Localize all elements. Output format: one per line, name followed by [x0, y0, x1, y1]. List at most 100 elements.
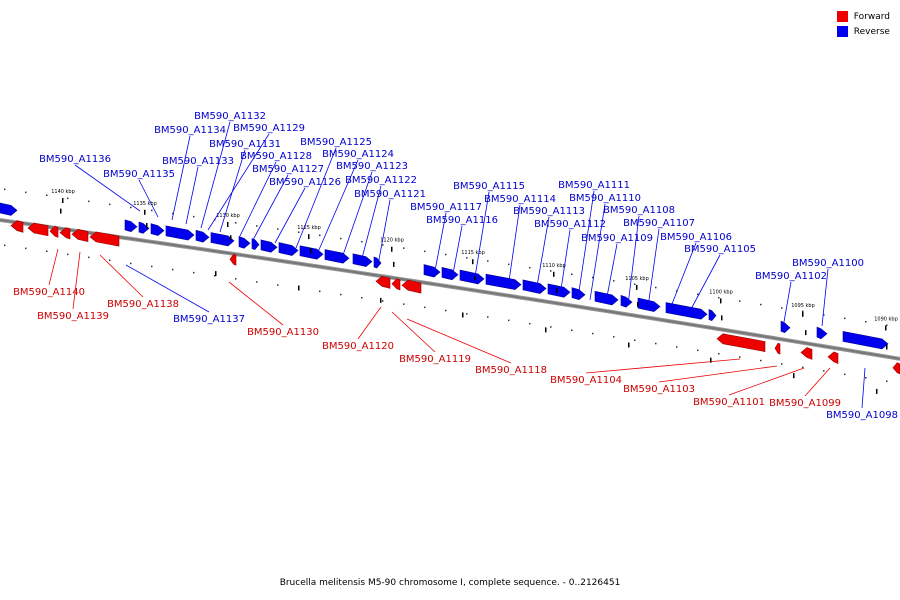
gene-label: BM590_A1115	[453, 181, 525, 192]
tick-mark	[636, 284, 638, 290]
ruler-dot-lower	[130, 262, 132, 265]
tick-label: 1110 kbp	[542, 263, 566, 269]
reverse-gene-arrow	[708, 309, 717, 321]
forward-gene-arrow	[391, 278, 401, 291]
ruler-dot-upper	[340, 237, 342, 240]
ruler-dot-lower	[739, 356, 741, 358]
ruler-dot-lower	[214, 275, 216, 277]
ruler-dot-upper	[46, 194, 48, 196]
reverse-gene-arrow	[842, 331, 889, 350]
gene-label: BM590_A1109	[581, 233, 653, 244]
ruler-dot-lower	[802, 366, 804, 369]
leader-line	[433, 212, 447, 277]
ruler-dot-lower	[487, 316, 489, 318]
gene-label: BM590_A1107	[623, 218, 695, 229]
gene-label: BM590_A1106	[660, 232, 732, 243]
leader-line	[589, 203, 606, 301]
forward-gene-arrow	[892, 362, 900, 375]
ruler-dot-upper	[634, 283, 636, 285]
gene-label: BM590_A1137	[173, 314, 245, 325]
gene-label: BM590_A1138	[107, 299, 179, 310]
reverse-gene-arrow	[324, 249, 350, 264]
ruler-dot-upper	[151, 209, 153, 212]
legend-label-reverse: Reverse	[853, 26, 890, 37]
gene-label: BM590_A1113	[513, 206, 585, 217]
reverse-gene-arrow	[522, 279, 547, 294]
gene-label: BM590_A1099	[769, 398, 841, 409]
reverse-gene-arrow	[423, 264, 441, 278]
leader-line	[804, 367, 831, 397]
gene-label: BM590_A1135	[103, 169, 175, 180]
gene-tick-mark	[721, 315, 723, 321]
gene-label: BM590_A1098	[826, 410, 898, 421]
ruler-dot-upper	[487, 260, 489, 262]
gene-tick-mark	[474, 275, 476, 281]
leader-line	[48, 248, 59, 286]
ruler-dot-lower	[613, 336, 615, 338]
ruler-dot-upper	[4, 188, 6, 191]
forward-gene-arrow	[716, 333, 766, 352]
reverse-gene-arrow	[373, 256, 382, 269]
leader-line	[658, 365, 778, 383]
gene-label: BM590_A1125	[300, 137, 372, 148]
gene-label: BM590_A1132	[194, 111, 266, 122]
gene-tick-mark	[805, 330, 807, 336]
reverse-gene-arrow	[0, 202, 18, 216]
tick-label: 1130 kbp	[216, 213, 240, 219]
tick-mark	[885, 325, 887, 331]
gene-tick-mark	[710, 357, 712, 363]
tick-mark	[472, 259, 474, 265]
ruler-dot-lower	[67, 253, 69, 256]
ruler-dot-lower	[319, 290, 321, 293]
leader-line	[200, 121, 231, 229]
leader-line	[357, 306, 382, 340]
gene-label: BM590_A1140	[13, 287, 85, 298]
leader-line	[406, 318, 512, 364]
ruler-dot-lower	[424, 306, 426, 309]
ruler-dot-upper	[130, 206, 132, 209]
leader-line	[341, 171, 373, 259]
reverse-gene-arrow	[195, 229, 210, 243]
reverse-gene-arrow	[210, 232, 235, 247]
reverse-gene-arrow	[165, 225, 195, 241]
leader-line	[585, 358, 741, 374]
gene-tick-mark	[380, 297, 382, 303]
ruler-dot-lower	[823, 370, 825, 372]
ruler-dot-upper	[760, 303, 762, 306]
gene-label: BM590_A1114	[484, 194, 556, 205]
ruler-dot-lower	[592, 332, 594, 335]
leader-line	[821, 268, 829, 327]
leader-line	[391, 311, 436, 353]
gene-tick-mark	[60, 208, 62, 214]
legend-label-forward: Forward	[853, 11, 890, 22]
tick-label: 1120 kbp	[380, 238, 404, 244]
gene-tick-mark	[393, 261, 395, 267]
leader-line	[451, 225, 463, 280]
ruler-dot-upper	[298, 231, 300, 233]
ruler-dot-lower	[655, 342, 657, 345]
gene-label: BM590_A1118	[475, 365, 547, 376]
forward-gene-arrow	[71, 228, 89, 242]
ruler-dot-lower	[550, 326, 552, 328]
reverse-gene-arrow	[780, 320, 791, 334]
tick-mark	[227, 222, 229, 227]
gene-tick-mark	[628, 342, 630, 348]
gene-label: BM590_A1105	[684, 244, 756, 255]
tick-label: 1115 kbp	[461, 250, 485, 256]
chromosome-backbone	[0, 219, 900, 360]
ruler-dot-upper	[865, 321, 867, 323]
gene-label: BM590_A1121	[354, 189, 426, 200]
gene-tick-mark	[298, 285, 300, 291]
ruler-dot-upper	[508, 263, 510, 266]
leader-line	[535, 216, 550, 293]
leader-line	[783, 281, 792, 323]
gene-label: BM590_A1103	[623, 384, 695, 395]
forward-gene-arrow	[27, 222, 49, 237]
tick-label: 1135 kbp	[133, 201, 157, 207]
gene-tick-mark	[556, 288, 558, 294]
ruler-dot-lower	[277, 284, 279, 286]
leader-line	[507, 204, 521, 289]
gene-label: BM590_A1116	[426, 215, 498, 226]
gene-label: BM590_A1127	[252, 164, 324, 175]
